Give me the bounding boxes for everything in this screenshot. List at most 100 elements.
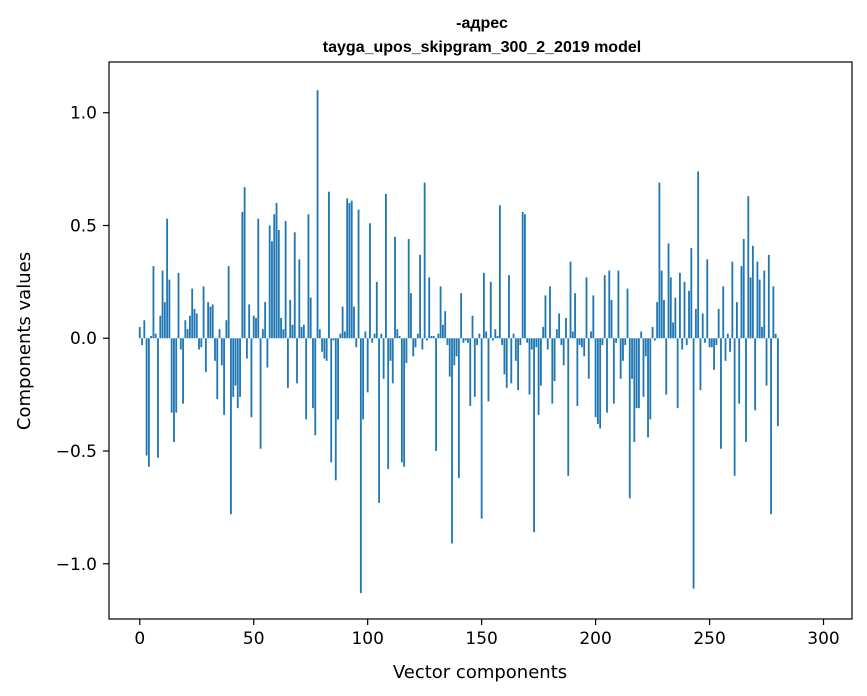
bar-13: [168, 279, 171, 339]
bar-210: [617, 270, 620, 339]
bar-229: [660, 270, 663, 339]
bar-15: [173, 338, 175, 442]
bar-109: [387, 338, 390, 470]
bar-39: [227, 266, 230, 339]
bar-260: [731, 261, 734, 339]
bar-49: [250, 338, 253, 418]
bar-203: [601, 338, 604, 346]
bar-84: [330, 338, 333, 463]
x-tick-label: 250: [693, 629, 725, 649]
bar-216: [631, 338, 633, 379]
bar-255: [720, 338, 722, 449]
bar-145: [469, 338, 472, 406]
bar-195: [583, 338, 586, 357]
bar-141: [460, 293, 463, 339]
bar-207: [610, 299, 613, 339]
bar-77: [314, 338, 317, 436]
bar-209: [615, 338, 618, 343]
bar-107: [382, 338, 385, 379]
bar-44: [239, 338, 241, 397]
bar-51: [255, 317, 257, 339]
bar-165: [514, 338, 517, 361]
bar-68: [293, 232, 296, 339]
bar-104: [375, 281, 378, 339]
bar-257: [724, 338, 727, 361]
bar-97: [359, 338, 362, 594]
bar-177: [542, 326, 545, 339]
bar-149: [478, 333, 481, 339]
bar-126: [426, 338, 428, 341]
bar-112: [394, 236, 396, 339]
bar-12: [166, 218, 169, 339]
bar-86: [334, 338, 337, 481]
bar-176: [539, 338, 542, 386]
bar-99: [364, 331, 367, 339]
bar-52: [257, 218, 260, 339]
bar-59: [273, 214, 276, 339]
bar-164: [512, 333, 515, 339]
bar-193: [578, 338, 581, 346]
bar-64: [284, 220, 287, 339]
bar-73: [305, 338, 308, 420]
bar-146: [471, 315, 474, 339]
bar-38: [225, 320, 228, 339]
plot-frame: [108, 61, 853, 620]
bar-136: [448, 338, 451, 377]
bar-37: [223, 338, 225, 415]
bar-190: [571, 331, 574, 339]
bar-261: [733, 338, 736, 476]
bar-220: [640, 331, 643, 339]
bar-275: [765, 338, 768, 386]
x-tick-label: 150: [465, 629, 497, 649]
bar-33: [214, 338, 216, 361]
bar-17: [177, 272, 180, 339]
x-tick-label: 0: [134, 629, 145, 649]
bar-25: [195, 313, 198, 339]
bar-249: [706, 259, 709, 339]
bar-34: [216, 338, 219, 400]
bar-110: [389, 338, 392, 361]
bar-212: [622, 338, 624, 361]
bar-156: [494, 329, 497, 339]
bar-204: [603, 275, 606, 339]
bar-191: [574, 293, 576, 339]
bar-135: [446, 338, 449, 346]
bar-252: [713, 338, 716, 370]
bar-29: [204, 338, 207, 373]
chart-title-line-1: -адрес: [456, 15, 508, 32]
bar-42: [234, 338, 237, 386]
bar-30: [207, 302, 210, 339]
bar-14: [170, 338, 173, 413]
bar-123: [419, 254, 422, 339]
bar-121: [414, 338, 417, 348]
bar-95: [355, 338, 358, 348]
bar-180: [549, 286, 551, 339]
bar-166: [517, 338, 520, 391]
bar-35: [218, 329, 221, 339]
bar-182: [553, 338, 556, 382]
bar-152: [485, 331, 488, 339]
x-axis-label: Vector components: [393, 662, 567, 683]
bar-168: [521, 211, 524, 339]
bar-174: [535, 338, 538, 348]
bar-90: [343, 331, 346, 339]
bar-181: [551, 338, 554, 404]
y-tick-label: 0.5: [70, 216, 97, 236]
bar-230: [663, 299, 665, 339]
bar-46: [243, 187, 246, 339]
bar-269: [751, 245, 754, 339]
bar-122: [416, 333, 419, 339]
bar-167: [519, 338, 522, 346]
x-tick-label: 200: [579, 629, 611, 649]
bar-161: [505, 338, 508, 388]
y-axis-label: Components values: [14, 252, 35, 430]
bar-185: [560, 338, 563, 346]
bar-170: [526, 338, 529, 343]
bar-268: [749, 277, 752, 339]
bar-22: [189, 315, 191, 339]
bar-group: [138, 90, 779, 594]
bar-223: [647, 338, 649, 438]
bar-217: [633, 338, 636, 442]
y-tick-label: 1.0: [70, 104, 97, 124]
